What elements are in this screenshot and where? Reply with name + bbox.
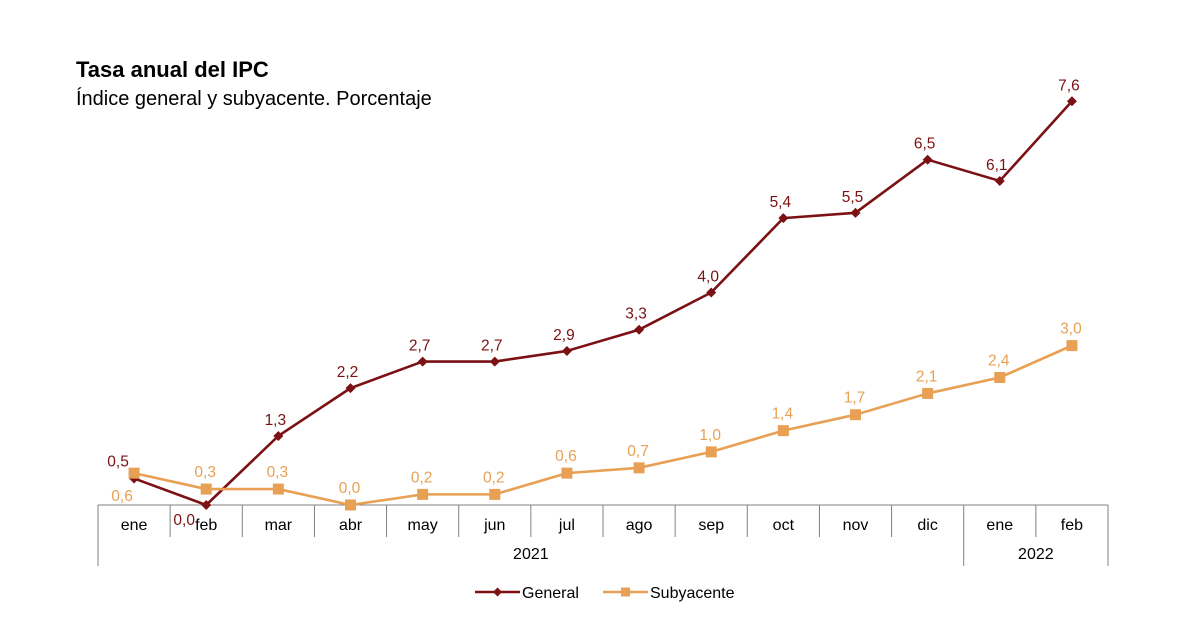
general-data-label: 2,7	[409, 338, 431, 355]
chart-subtitle: Índice general y subyacente. Porcentaje	[76, 88, 432, 110]
general-data-label: 2,9	[553, 327, 575, 344]
x-tick-label: sep	[698, 517, 724, 534]
subyacente-series-line	[133, 344, 1073, 507]
general-data-label: 6,5	[914, 136, 936, 153]
subyacente-point	[994, 372, 1006, 383]
x-tick-label: ene	[121, 517, 148, 534]
x-tick-label: may	[408, 517, 438, 534]
subyacente-point	[850, 409, 861, 421]
general-point	[561, 345, 572, 356]
general-point	[994, 175, 1005, 186]
general-point	[634, 324, 645, 335]
general-point	[1066, 96, 1077, 107]
subyacente-point	[705, 446, 717, 458]
x-tick-label: jul	[558, 517, 575, 534]
subyacente-point	[128, 467, 140, 479]
general-series-line	[133, 100, 1073, 507]
general-point	[778, 213, 789, 224]
subyacente-data-label: 2,1	[916, 368, 938, 385]
x-tick-label: feb	[195, 517, 217, 534]
general-point	[345, 383, 356, 394]
general-point	[706, 287, 717, 298]
subyacente-point	[345, 499, 356, 511]
general-data-label: 5,5	[842, 189, 864, 206]
general-data-label: 2,2	[337, 364, 359, 381]
x-tick-label: jun	[483, 517, 505, 534]
x-tick-label: ago	[626, 517, 653, 534]
legend-marker-subyacente	[621, 587, 630, 597]
general-point	[201, 500, 212, 510]
subyacente-point	[272, 483, 284, 495]
general-data-label: 0,0	[173, 512, 195, 529]
general-point	[922, 154, 933, 165]
general-data-label: 1,3	[265, 412, 287, 429]
subyacente-point	[777, 425, 789, 437]
subyacente-point	[633, 462, 645, 474]
subyacente-data-label: 0,7	[627, 443, 649, 460]
x-tick-label: ene	[986, 517, 1013, 534]
subyacente-data-label: 3,0	[1060, 321, 1082, 338]
general-point	[273, 430, 284, 441]
year-label: 2022	[1018, 546, 1054, 563]
subyacente-data-label: 2,4	[988, 353, 1010, 370]
x-tick-label: dic	[917, 517, 937, 534]
general-data-label: 2,7	[481, 338, 503, 355]
general-point	[417, 356, 428, 367]
subyacente-data-label: 1,4	[772, 406, 794, 423]
subyacente-point	[489, 488, 501, 500]
general-data-label: 0,5	[107, 453, 129, 470]
subyacente-data-label: 0,6	[111, 488, 133, 505]
subyacente-data-label: 0,2	[411, 469, 433, 486]
subyacente-point	[561, 467, 573, 479]
subyacente-data-label: 0,3	[267, 464, 289, 481]
legend-marker-general	[493, 587, 502, 597]
x-tick-label: nov	[843, 517, 869, 534]
subyacente-point	[200, 483, 212, 495]
general-data-label: 7,6	[1058, 77, 1080, 94]
year-label: 2021	[513, 546, 549, 563]
x-tick-label: abr	[339, 517, 363, 534]
general-point	[489, 356, 500, 367]
subyacente-point	[417, 488, 429, 500]
x-tick-label: feb	[1061, 517, 1083, 534]
subyacente-data-label: 0,2	[483, 469, 505, 486]
subyacente-data-label: 1,0	[699, 427, 721, 444]
general-point	[850, 207, 861, 218]
x-tick-label: oct	[773, 517, 795, 534]
legend-label-general: General	[522, 585, 579, 602]
x-tick-label: mar	[265, 517, 293, 534]
subyacente-data-label: 0,0	[339, 480, 361, 497]
general-data-label: 4,0	[697, 269, 719, 286]
subyacente-point	[922, 387, 934, 399]
subyacente-data-label: 0,3	[194, 464, 216, 481]
general-data-label: 5,4	[770, 194, 792, 211]
subyacente-data-label: 0,6	[555, 448, 577, 465]
subyacente-point	[1066, 340, 1078, 352]
general-data-label: 3,3	[625, 306, 647, 323]
subyacente-data-label: 1,7	[844, 390, 866, 407]
chart-title: Tasa anual del IPC	[76, 57, 269, 82]
general-data-label: 6,1	[986, 157, 1008, 174]
legend-label-subyacente: Subyacente	[650, 585, 735, 602]
